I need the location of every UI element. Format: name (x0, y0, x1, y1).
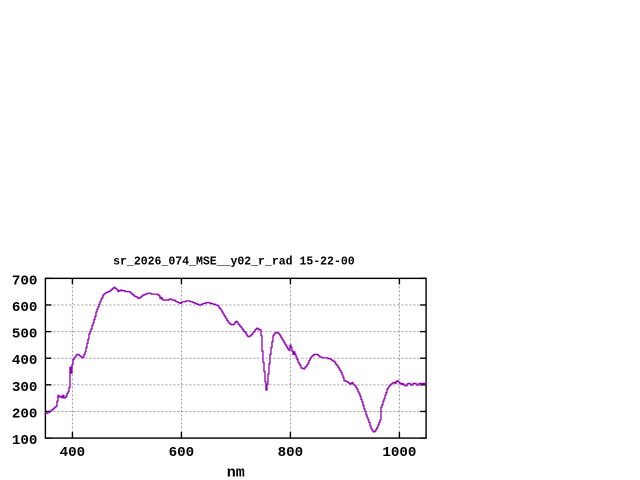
svg-text:400: 400 (60, 445, 86, 461)
svg-text:800: 800 (278, 445, 304, 461)
svg-text:300: 300 (12, 380, 38, 396)
svg-text:600: 600 (169, 445, 195, 461)
svg-text:600: 600 (12, 300, 38, 316)
svg-text:100: 100 (12, 433, 38, 449)
svg-text:nm: nm (227, 464, 245, 480)
svg-text:500: 500 (12, 327, 38, 343)
svg-text:400: 400 (12, 353, 38, 369)
svg-text:1000: 1000 (382, 445, 416, 461)
svg-text:sr_2026_074_MSE__y02_r_rad 15-: sr_2026_074_MSE__y02_r_rad 15-22-00 (113, 256, 355, 269)
svg-text:200: 200 (12, 406, 38, 422)
svg-text:700: 700 (12, 273, 38, 289)
